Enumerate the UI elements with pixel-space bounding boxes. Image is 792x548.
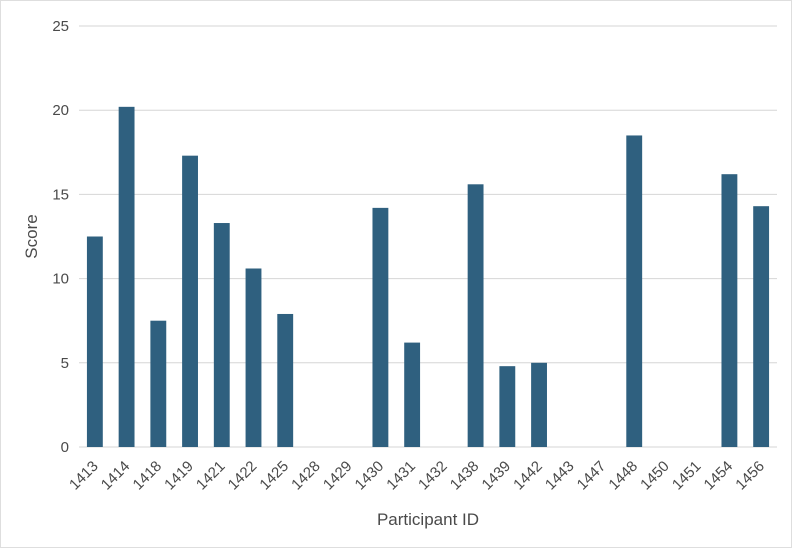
bar-1419 [182,155,198,447]
y-axis-label: Score [22,214,41,258]
x-tick-label: 1419 [161,458,197,494]
x-tick-label: 1456 [732,458,768,494]
bar-1430 [372,207,389,447]
bar-1431 [404,342,421,447]
bar-1442 [531,362,547,447]
bar-1413 [86,236,103,447]
bar-1448 [626,135,643,447]
x-tick-label: 1432 [415,458,451,494]
bar-1456 [753,206,770,447]
x-tick-label: 1447 [574,458,610,494]
bar-1422 [245,268,262,447]
bar-1439 [499,366,516,447]
y-tick-label: 20 [52,102,69,119]
x-tick-label: 1422 [225,458,261,494]
y-tick-label: 0 [61,439,69,456]
y-tick-label: 15 [52,186,69,203]
x-tick-label: 1443 [542,458,578,494]
x-tick-label: 1430 [352,458,388,494]
x-tick-labels: 1413141414181419142114221425142814291430… [66,458,768,494]
x-tick-label: 1454 [701,458,737,494]
x-tick-label: 1431 [383,458,419,494]
x-tick-label: 1413 [66,458,102,494]
y-tick-label: 10 [52,271,69,288]
x-tick-label: 1438 [447,458,483,494]
x-tick-label: 1425 [256,458,292,494]
bar-1438 [467,184,484,447]
x-tick-label: 1442 [510,458,546,494]
bar-1454 [721,174,738,447]
bar-1418 [150,320,167,447]
x-tick-label: 1418 [130,458,166,494]
x-tick-label: 1429 [320,458,356,494]
x-tick-label: 1451 [669,458,705,494]
bar-1421 [213,223,230,447]
x-tick-label: 1448 [605,458,641,494]
bars [86,106,770,447]
bar-1414 [118,106,135,447]
y-tick-label: 5 [61,355,69,372]
x-tick-label: 1428 [288,458,324,494]
x-tick-label: 1439 [479,458,515,494]
y-tick-label: 25 [52,18,69,35]
y-tick-labels: 0 5 10 15 20 25 [52,18,69,456]
x-axis-label: Participant ID [377,510,479,529]
x-tick-label: 1421 [193,458,229,494]
x-tick-label: 1414 [98,458,134,494]
x-tick-label: 1450 [637,458,673,494]
bar-1425 [277,313,294,447]
